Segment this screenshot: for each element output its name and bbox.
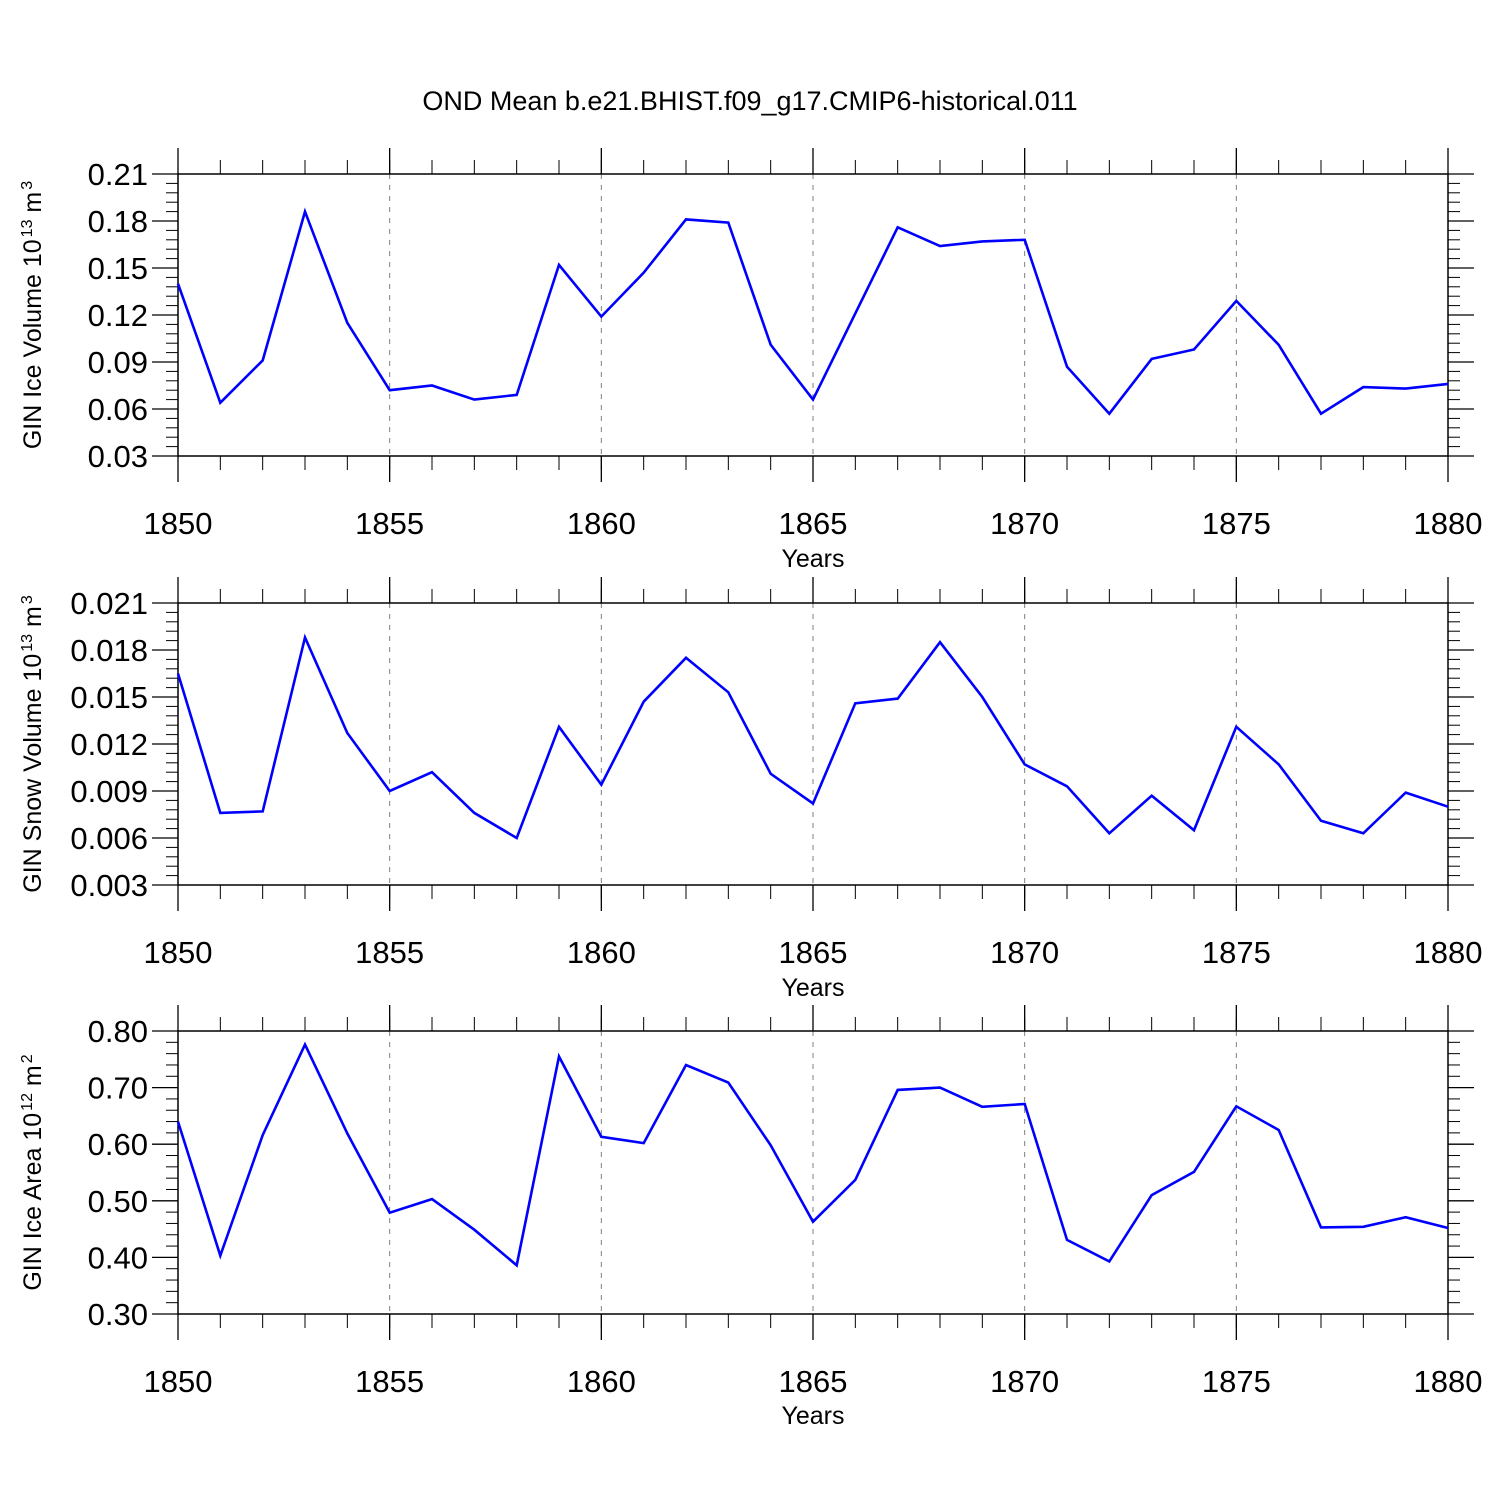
y-tick-label: 0.60: [88, 1127, 148, 1162]
x-tick-label: 1850: [144, 506, 213, 541]
y-tick-label: 0.15: [88, 251, 148, 286]
y-tick-label: 0.03: [88, 439, 148, 474]
y-tick-label: 0.012: [70, 727, 148, 762]
x-tick-label: 1880: [1414, 935, 1483, 970]
x-tick-label: 1850: [144, 935, 213, 970]
series-line: [176, 1041, 1449, 1268]
x-axis-label: Years: [781, 545, 844, 573]
series-line: [176, 207, 1449, 416]
y-tick-label: 0.21: [88, 157, 148, 192]
x-axis-label: Years: [781, 1402, 844, 1430]
panel-1: 1850 1855 1860 1865 1870 1875 1880 0.03 0.06 0.09…: [19, 148, 1482, 573]
y-axis-label-superscript: 13: [19, 219, 36, 237]
y-tick-label: 0.09: [88, 345, 148, 380]
y-axis-label: GIN Ice Area 10 12 m 2: [19, 1054, 47, 1290]
y-axis-label-part: GIN Ice Area 10: [19, 1113, 47, 1291]
y-axis-label-part: m: [19, 192, 47, 220]
y-axis-label-part: GIN Snow Volume 10: [19, 654, 47, 893]
y-tick-label: 0.018: [70, 633, 148, 668]
x-tick-label: 1870: [990, 506, 1059, 541]
y-tick-label: 0.06: [88, 392, 148, 427]
x-tick-label: 1870: [990, 1364, 1059, 1399]
panel-3: 1850 1855 1860 1865 1870 1875 1880 0.30 0.40 0.50…: [19, 1005, 1482, 1430]
series-line: [176, 633, 1449, 840]
y-tick-label: 0.006: [70, 821, 148, 856]
x-tick-label: 1880: [1414, 1364, 1483, 1399]
y-tick-label: 0.30: [88, 1297, 148, 1332]
y-tick-label: 0.70: [88, 1071, 148, 1106]
x-tick-label: 1875: [1202, 506, 1271, 541]
x-axis-label: Years: [781, 974, 844, 1002]
y-axis-label-superscript: 3: [19, 181, 36, 190]
y-tick-label: 0.40: [88, 1240, 148, 1275]
y-axis-label-part: GIN Ice Volume 10: [19, 239, 47, 449]
panel-2: 1850 1855 1860 1865 1870 1875 1880 0.003 0.006 0.…: [19, 577, 1482, 1002]
y-tick-label: 0.009: [70, 774, 148, 809]
y-axis-label: GIN Ice Volume 10 13 m 3: [19, 181, 47, 449]
plot-frame: [177, 173, 1449, 457]
chart-title: OND Mean b.e21.BHIST.f09_g17.CMIP6-histo…: [422, 86, 1077, 116]
y-axis-label-superscript: 13: [19, 634, 36, 652]
x-tick-label: 1860: [567, 1364, 636, 1399]
y-axis-label-superscript: 12: [19, 1093, 36, 1111]
y-tick-label: 0.003: [70, 868, 148, 903]
x-tick-label: 1850: [144, 1364, 213, 1399]
y-axis-label-part: m: [19, 1065, 47, 1093]
y-axis-label-superscript: 3: [19, 595, 36, 604]
x-tick-label: 1875: [1202, 935, 1271, 970]
x-tick-label: 1865: [779, 935, 848, 970]
x-tick-label: 1860: [567, 506, 636, 541]
y-tick-label: 0.015: [70, 680, 148, 715]
y-tick-label: 0.80: [88, 1014, 148, 1049]
x-tick-label: 1870: [990, 935, 1059, 970]
y-tick-label: 0.12: [88, 298, 148, 333]
y-axis-label: GIN Snow Volume 10 13 m 3: [19, 595, 47, 893]
x-tick-label: 1855: [355, 506, 424, 541]
y-tick-label: 0.021: [70, 586, 148, 621]
x-tick-label: 1855: [355, 1364, 424, 1399]
x-tick-label: 1860: [567, 935, 636, 970]
y-tick-label: 0.18: [88, 204, 148, 239]
x-tick-label: 1865: [779, 506, 848, 541]
x-tick-label: 1880: [1414, 506, 1483, 541]
x-tick-label: 1865: [779, 1364, 848, 1399]
x-tick-label: 1855: [355, 935, 424, 970]
y-axis-label-part: m: [19, 606, 47, 634]
x-tick-label: 1875: [1202, 1364, 1271, 1399]
y-tick-label: 0.50: [88, 1184, 148, 1219]
y-axis-label-superscript: 2: [19, 1054, 36, 1063]
